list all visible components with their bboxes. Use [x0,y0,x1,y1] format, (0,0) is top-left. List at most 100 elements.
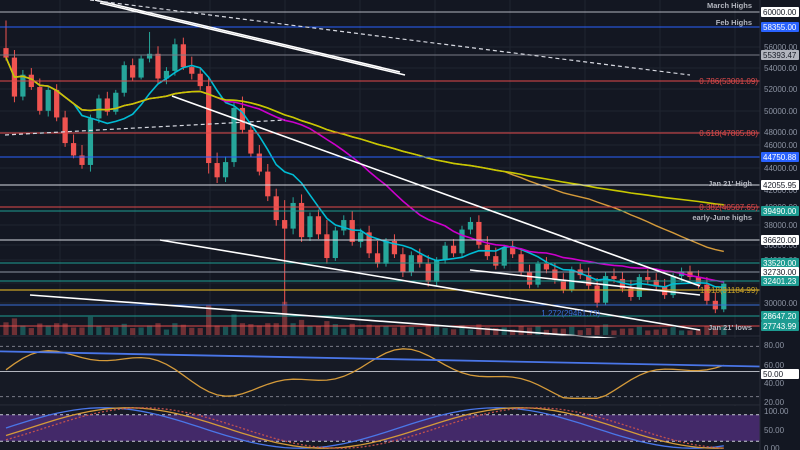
volume-bar [526,327,533,335]
volume-bar [155,323,161,335]
chart-annotation: early-June highs [692,213,752,222]
volume-bar [602,324,609,335]
price-axis-tick: 54000.00 [764,64,798,73]
trendline-dashed[interactable] [89,0,691,76]
volume-bar [459,325,465,335]
volume-bar [594,325,600,335]
candle-body [417,255,423,264]
candle-body [307,216,313,238]
candle-body [645,277,651,280]
price-axis-tick: 46000.00 [764,141,798,150]
volume-bar [273,323,279,335]
volume-bar [712,328,718,335]
candle-body [594,285,600,303]
candle-body [155,53,161,79]
trendline[interactable] [94,0,401,73]
volume-bar [493,328,499,335]
trendline-dashed[interactable] [4,119,286,136]
trendline[interactable] [99,2,406,76]
candle-body [425,263,431,282]
trendline[interactable] [469,269,701,296]
price-badge: 55393.47 [763,51,797,60]
volume-bar [560,328,566,335]
candle-body [54,89,60,118]
price-axis-tick: 48000.00 [764,128,798,137]
price-badge-bg [761,7,799,17]
volume-bar [543,329,550,335]
volume-bar [569,326,575,335]
volume-bar [214,325,220,335]
trendline[interactable] [171,95,701,287]
chart-annotation: Jan 21' High [708,179,752,188]
price-badge-bg [761,267,799,277]
volume-bar [442,328,448,335]
price-badge: 42055.95 [763,181,797,190]
volume-bar [113,327,119,335]
price-axis-tick: 30000.00 [764,299,798,308]
candle-body [721,283,727,310]
price-axis-tick: 56000.00 [764,43,798,52]
candle-body [526,272,533,285]
candle-body [113,92,119,112]
price-badge: 28647.20 [763,312,797,321]
price-badge-bg [761,50,799,60]
volume-bar [611,330,617,335]
volume-bar [11,318,18,335]
stoch-axis-tick: 100.00 [764,407,789,416]
candle-body [467,221,474,230]
chart-annotation: 1.272(29461.73) [541,309,600,318]
rsi-badge-bg [761,369,799,379]
volume-bar [324,321,330,335]
candle-body [298,202,305,238]
candle-body [366,232,372,254]
candle-body [408,255,414,273]
candle-body [130,65,136,78]
volume-bar [222,326,229,335]
rsi-trendline[interactable] [0,350,761,368]
volume-bar [552,328,558,335]
price-axis-tick: 44000.00 [764,164,798,173]
candle-body [273,196,279,221]
price-badge-bg [761,22,799,32]
volume-bar [510,329,516,335]
candle-body [87,118,94,165]
candle-body [214,163,220,178]
chart-annotation: March Highs [707,1,752,10]
trendline[interactable] [159,239,701,331]
chart-annotation: 0.618(47805.80) [699,129,758,138]
volume-bar [518,326,524,335]
candle-body [324,234,330,259]
candle-body [121,65,127,93]
volume-bar [189,327,195,335]
volume-bar [265,323,271,335]
candle-body [653,279,659,287]
chart-annotation: 0.382(40507.65) [699,203,758,212]
trendline[interactable] [29,294,701,346]
candle-body [442,245,448,260]
rsi-axis-tick: 20.00 [764,398,785,407]
candle-body [332,230,338,259]
price-axis-tick: 38000.00 [764,221,798,230]
candle-body [265,171,271,197]
candle-body [282,220,288,229]
price-badge-bg [761,258,799,268]
volume-bar [425,325,431,335]
ma-line-cyan [5,57,724,288]
volume-bar [636,326,642,335]
candle-body [552,269,558,280]
volume-bar [619,328,626,335]
volume-bar [434,325,440,335]
volume-bar [577,330,583,335]
candle-body [79,155,85,165]
candle-body [560,279,566,290]
candle-body [704,284,710,301]
volume-bar [231,314,237,335]
volume-bar [535,326,541,335]
volume-bar [687,330,693,335]
candle-body [180,44,186,68]
volume-bar [704,326,710,335]
candle-body [341,220,347,231]
rsi-line [5,348,724,399]
